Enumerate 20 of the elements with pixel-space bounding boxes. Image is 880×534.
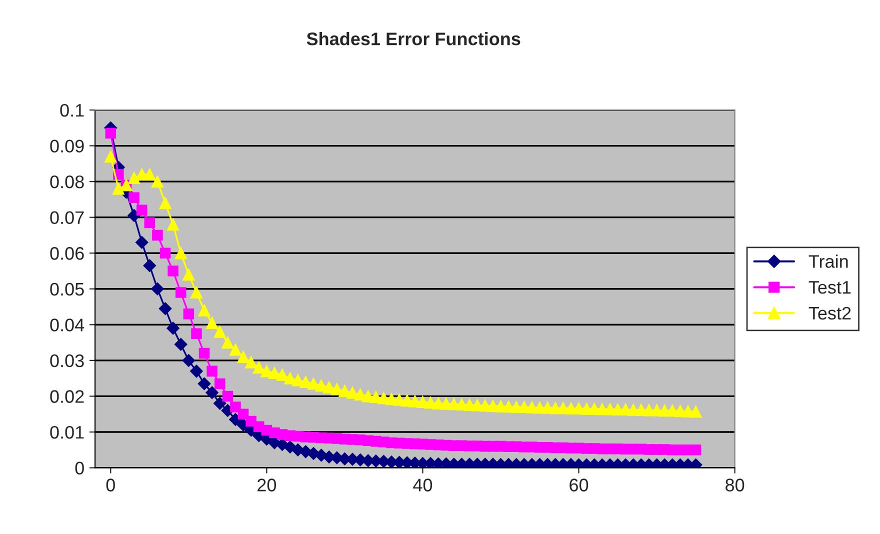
y-tick-label: 0.1 <box>60 104 84 117</box>
y-tick-label: 0.01 <box>50 426 84 439</box>
y-tick-label: 0.04 <box>50 318 84 332</box>
y-tick-label: 0.08 <box>50 175 84 188</box>
y-tick-label: 0 <box>75 462 84 475</box>
y-tick-label: 0.09 <box>50 140 84 152</box>
x-tick-label: 40 <box>413 478 432 492</box>
y-tick-label: 0.05 <box>50 282 84 296</box>
legend-label: Test1 <box>808 281 851 294</box>
x-tick-label: 60 <box>570 478 588 492</box>
y-tick-label: 0.02 <box>50 390 84 403</box>
legend-label: Train <box>808 254 848 268</box>
x-tick-label: 80 <box>726 478 744 492</box>
legend-label: Test2 <box>808 306 851 320</box>
x-tick-label: 20 <box>258 478 276 492</box>
y-tick-label: 0.06 <box>50 247 84 260</box>
y-tick-label: 0.07 <box>50 211 84 224</box>
x-tick-label: 0 <box>106 478 115 492</box>
y-tick-label: 0.03 <box>50 354 84 368</box>
chart-title: Shades1 Error Functions <box>306 32 520 46</box>
